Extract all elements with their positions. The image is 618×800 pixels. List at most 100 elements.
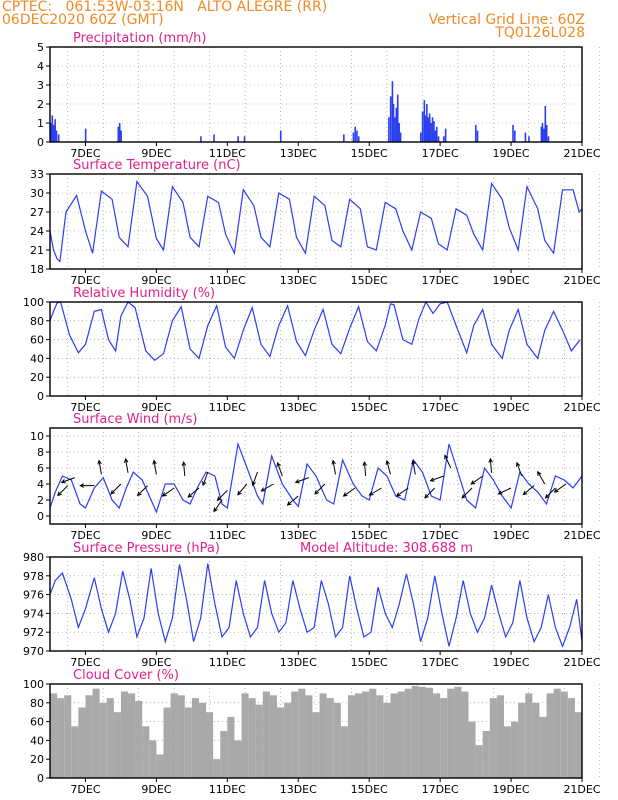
precip-bar: [391, 81, 394, 142]
rh-ytick-label: 60: [30, 334, 44, 347]
cloud-bar: [276, 707, 285, 778]
wind-arrow: [343, 487, 356, 497]
cloud-bar: [64, 695, 72, 778]
wind-arrow-head: [136, 491, 142, 497]
wind-arrow-head: [314, 489, 319, 495]
wind-arrow: [153, 460, 157, 475]
cloud-bar: [312, 712, 320, 778]
cloud-bar: [269, 695, 277, 778]
precip-xtick-label: 17DEC: [422, 147, 459, 160]
wind-arrow-head: [97, 459, 102, 465]
precip-bar: [434, 130, 437, 142]
precip-bar: [528, 136, 530, 142]
cloud-bar: [418, 686, 426, 778]
cloud-bar: [503, 726, 512, 778]
cloud-ytick-label: 40: [30, 734, 44, 747]
cloud-bar: [347, 695, 356, 778]
wind-arrow-head: [544, 493, 550, 499]
precip-bar: [476, 130, 479, 142]
precip-bar: [55, 130, 58, 142]
cloud-bar: [206, 712, 214, 778]
pressure-chart: 970 972 974 976 978 980 7DEC 9DEC 11DEC 13DEC 15DE…: [23, 541, 601, 669]
wind-arrow-head: [515, 461, 521, 467]
precip-bar: [354, 126, 356, 142]
wind-arrow-head: [79, 483, 85, 488]
cloud-xtick-label: 7DEC: [70, 783, 100, 796]
cloud-bar: [78, 707, 86, 778]
cloud-bar: [50, 693, 58, 778]
temp-chart: 18 21 24 27 30 33 7DEC 9DEC 11DEC 13DEC 15DEC 17DEC…: [30, 158, 601, 287]
precip-xtick-label: 7DEC: [70, 147, 100, 160]
wind-arrow-head: [424, 493, 429, 499]
rh-frame: [49, 301, 583, 397]
cloud-xtick-label: 13DEC: [280, 783, 317, 796]
wind-arrow: [523, 485, 535, 495]
wind-xtick-label: 21DEC: [563, 529, 600, 542]
cloud-bar: [120, 691, 129, 778]
precip-bar: [547, 136, 550, 142]
cloud-bar: [404, 688, 412, 778]
precip-bar: [356, 130, 358, 142]
cloud-bar: [184, 707, 192, 778]
wind-arrow: [444, 455, 452, 469]
wind-arrow-head: [213, 507, 218, 513]
rh-xtick-label: 13DEC: [280, 401, 317, 414]
cloud-ytick-label: 100: [23, 678, 44, 691]
precip-bar: [524, 132, 527, 142]
cloud-bar: [92, 688, 100, 778]
rh-xtick-label: 19DEC: [493, 401, 530, 414]
precip-bar: [120, 130, 122, 142]
rh-xtick-label: 17DEC: [422, 401, 459, 414]
precip-bar: [433, 121, 435, 142]
wind-arrow: [261, 483, 274, 492]
cloud-bar: [397, 691, 405, 778]
precip-bar: [431, 117, 434, 142]
rh-xtick-label: 11DEC: [209, 401, 246, 414]
cloud-ytick-label: 20: [30, 753, 44, 766]
precip-bar: [50, 123, 53, 142]
cloud-bar: [106, 698, 114, 778]
cloud-bar: [468, 721, 476, 778]
precip-bar: [474, 124, 477, 142]
wind-arrow-head: [216, 496, 222, 502]
precip-ytick-label: 5: [37, 41, 44, 54]
cloud-xtick-label: 15DEC: [351, 783, 388, 796]
cloud-ytick-label: 0: [37, 772, 44, 785]
wind-arrow: [137, 485, 148, 496]
wind-series-line: [49, 441, 583, 514]
cloud-bar: [475, 745, 483, 778]
cloud-bar: [425, 687, 434, 778]
wind-arrow: [332, 460, 336, 475]
cloud-bar: [227, 716, 235, 778]
precip-bar: [430, 123, 432, 142]
temp-ytick-label: 30: [30, 187, 44, 200]
wind-arrow: [498, 487, 512, 495]
cloud-bar: [511, 721, 519, 778]
rh-chart: 0 20 40 60 80 100 7DEC 9DEC 11DEC 13DEC 15DEC 17DEC…: [23, 286, 601, 414]
pressure-xtick-label: 11DEC: [209, 656, 246, 669]
precip-bar: [426, 104, 428, 142]
wind-arrow: [412, 460, 416, 475]
wind-arrow: [363, 462, 367, 477]
wind-arrow: [396, 487, 409, 497]
rh-ytick-label: 20: [30, 371, 44, 384]
cloud-bar: [177, 695, 185, 778]
wind-arrow-head: [395, 492, 401, 497]
temp-xtick-label: 11DEC: [209, 274, 246, 287]
cloud-bar: [340, 726, 348, 778]
wind-arrow-head: [260, 487, 266, 492]
cloud-bar: [142, 726, 150, 778]
wind-arrow: [125, 458, 129, 473]
wind-ytick-label: 4: [37, 478, 44, 491]
wind-arrow: [187, 487, 200, 498]
wind-arrow-head: [444, 454, 449, 460]
pressure-xtick-label: 15DEC: [351, 656, 388, 669]
cloud-bar: [383, 702, 391, 778]
pressure-ytick-label: 974: [23, 607, 44, 620]
precip-bar: [540, 126, 543, 142]
rh-xtick-label: 15DEC: [351, 401, 388, 414]
wind-arrow: [554, 483, 567, 493]
wind-arrow-head: [161, 492, 167, 497]
precip-ytick-label: 1: [37, 117, 44, 130]
temp-frame: [49, 173, 583, 270]
